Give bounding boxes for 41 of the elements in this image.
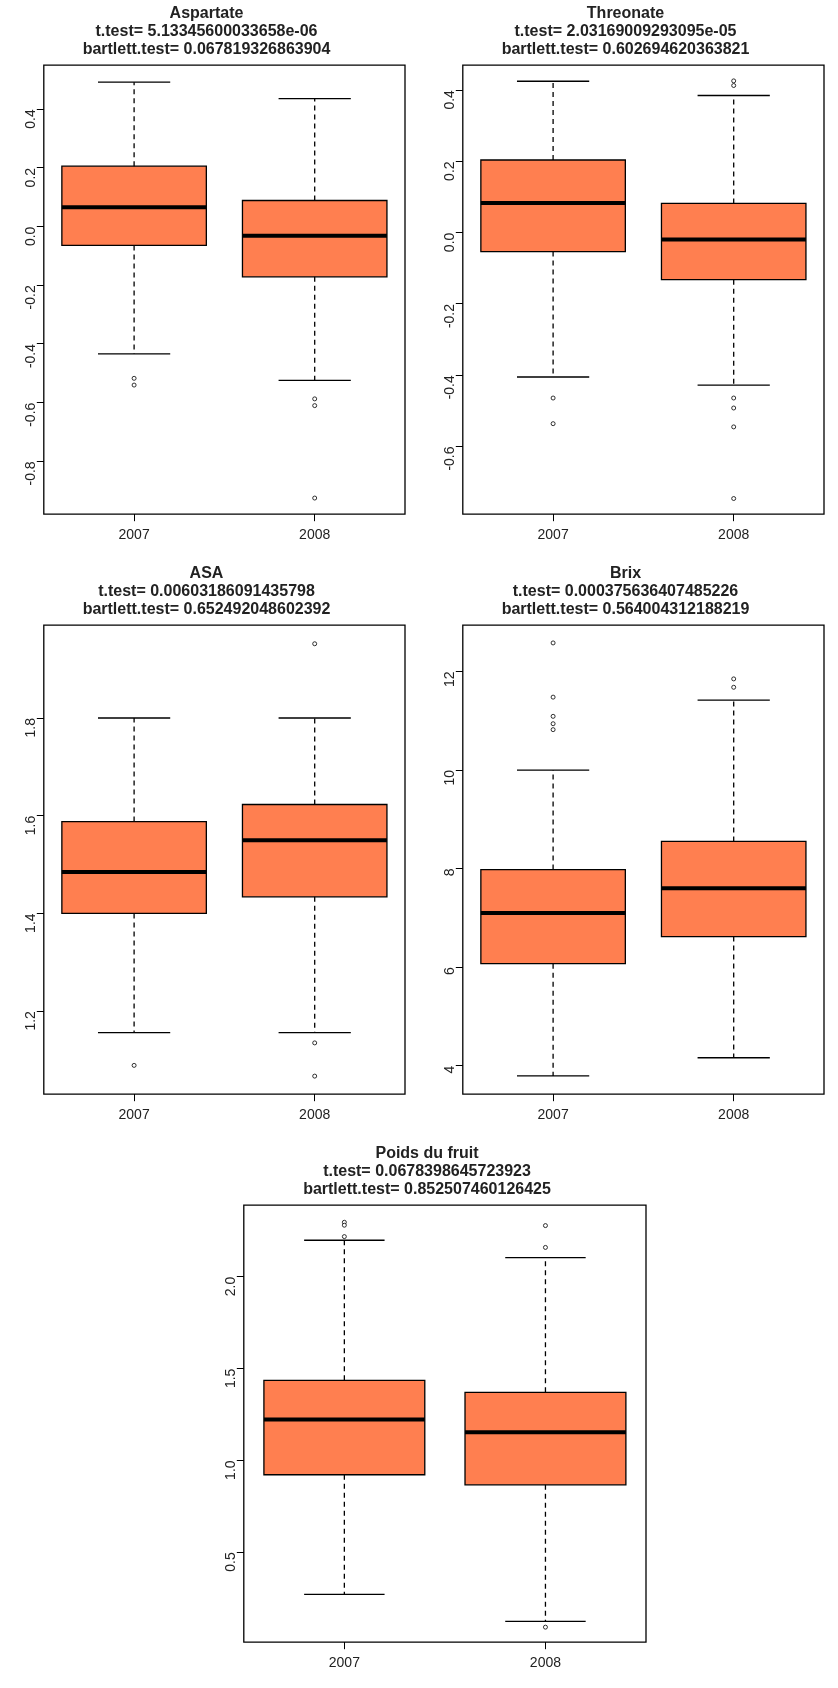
x-tick-label: 2008 (718, 1106, 750, 1123)
chart-title: ASA t.test= 0.00603186091435798 bartlett.test= 0.652492048602392 (82, 563, 331, 618)
y-tick-label: 8 (440, 868, 457, 877)
chart-title: Aspartate t.test= 5.13345600033658e-06 bartlett.test= 0.067819326863904 (82, 3, 331, 58)
y-tick-label: 0.2 (440, 161, 457, 181)
chart-title: Poids du fruit t.test= 0.0678398645723923 bartlett.test= 0.852507460126425 (303, 1143, 551, 1198)
y-tick-label: 4 (440, 1065, 457, 1074)
x-tick-label: 2008 (529, 1654, 562, 1671)
y-tick-label: -0.6 (440, 446, 457, 471)
y-tick-label: 0.4 (21, 109, 38, 129)
y-tick-label: -0.4 (21, 343, 38, 369)
y-tick-label: 1.8 (21, 717, 38, 738)
x-tick-label: 2008 (718, 526, 750, 543)
chart-title: Brix t.test= 0.000375636407485226 bartlett.test= 0.564004312188219 (501, 563, 750, 618)
y-tick-label: 6 (440, 966, 457, 975)
y-tick-label: 0.4 (440, 89, 457, 110)
y-tick-label: -0.6 (21, 402, 38, 427)
y-tick-label: -0.2 (21, 285, 38, 310)
y-tick-label: 1.5 (221, 1368, 238, 1389)
y-tick-label: 1.2 (21, 1010, 38, 1031)
y-tick-label: 1.4 (21, 913, 38, 933)
chart-title: Threonate t.test= 2.03169009293095e-05 bartlett.test= 0.602694620363821 (501, 3, 750, 58)
x-tick-label: 2007 (328, 1654, 361, 1671)
y-tick-label: -0.2 (440, 303, 457, 329)
y-tick-label: 0.0 (21, 226, 38, 247)
x-tick-label: 2008 (299, 526, 331, 543)
y-tick-label: 0.0 (440, 232, 457, 253)
x-tick-label: 2007 (118, 526, 150, 543)
x-tick-label: 2007 (537, 1106, 569, 1123)
y-tick-label: 1.6 (21, 815, 38, 836)
y-tick-label: 1.0 (221, 1460, 238, 1480)
y-tick-label: 12 (440, 671, 457, 688)
y-tick-label: 0.5 (221, 1552, 238, 1572)
y-tick-label: -0.4 (440, 375, 457, 400)
y-tick-label: 0.2 (21, 167, 38, 188)
x-tick-label: 2007 (118, 1106, 150, 1123)
x-tick-label: 2007 (537, 526, 569, 543)
y-tick-label: -0.8 (21, 461, 38, 486)
y-tick-label: 10 (440, 769, 457, 786)
x-tick-label: 2008 (299, 1106, 331, 1123)
y-tick-label: 2.0 (221, 1276, 238, 1297)
